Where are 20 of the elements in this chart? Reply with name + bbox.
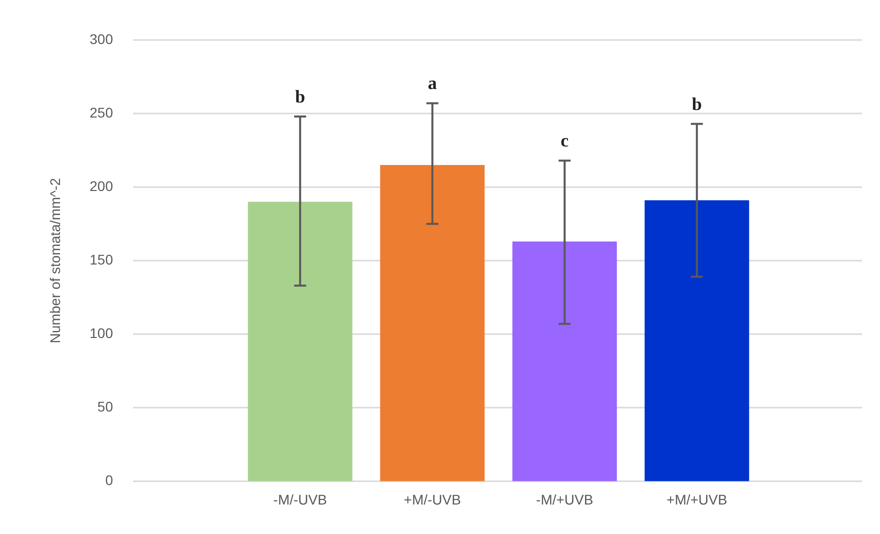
y-tick-label: 100 (90, 324, 114, 341)
annotation: a (428, 73, 437, 94)
y-tick-label: 0 (105, 472, 114, 488)
bar (248, 202, 352, 482)
annotation: c (560, 130, 569, 151)
x-tick-label: +M/+UVB (666, 491, 728, 508)
annotation: b (295, 86, 306, 106)
y-tick-label: 300 (90, 30, 114, 47)
bar (380, 165, 485, 482)
annotation: b (692, 94, 702, 114)
x-tick-label: +M/-UVB (404, 491, 461, 508)
x-tick-label: -M/-UVB (273, 491, 327, 508)
bar (644, 200, 750, 482)
y-tick-label: 250 (90, 104, 114, 120)
bar (512, 241, 617, 482)
y-tick-label: 150 (90, 251, 114, 268)
x-tick-label: -M/+UVB (536, 491, 594, 508)
y-axis-title: Number of stomata/mm^-2 (46, 178, 63, 344)
y-tick-label: 200 (90, 178, 114, 194)
y-tick-label: 50 (97, 398, 114, 415)
